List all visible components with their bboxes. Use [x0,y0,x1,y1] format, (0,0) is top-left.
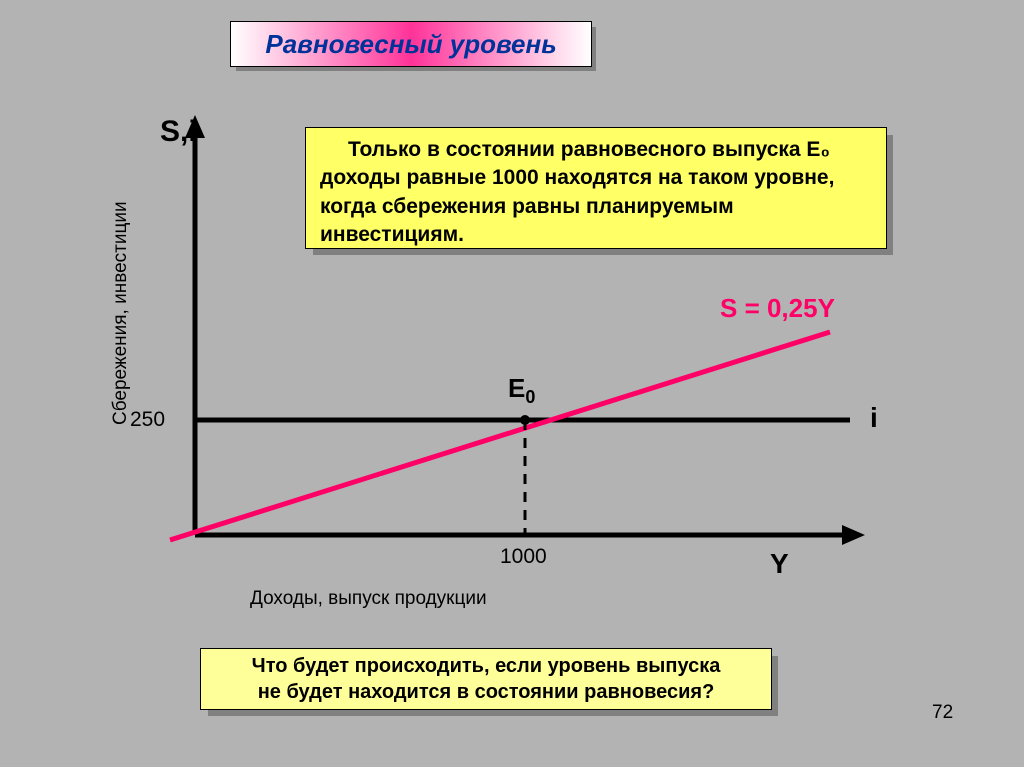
page-number: 72 [932,702,953,724]
equilibrium-label: E0 [508,373,535,408]
title-box: Равновесный уровень [230,21,592,67]
i-line-label: i [870,402,878,434]
question-text: Что будет происходить, если уровень выпу… [252,653,721,705]
y-tick-250: 250 [130,408,165,432]
s-line [170,332,830,540]
s-line-label: S = 0,25Y [720,293,835,324]
question-box: Что будет происходить, если уровень выпу… [200,648,772,710]
y-axis-top-label: S,i [160,115,197,149]
x-axis-right-label: Y [770,548,789,580]
x-axis-bottom-label: Доходы, выпуск продукции [250,588,487,610]
equilibrium-point [520,415,530,425]
title-text: Равновесный уровень [265,29,556,60]
chart [130,110,890,590]
x-tick-1000: 1000 [500,545,547,569]
slide-page: Равновесный уровень Только в состоянии р… [0,0,1024,767]
y-axis-rotated-label: Сбережения, инвестиции [110,201,132,425]
x-axis-arrow [842,525,865,545]
